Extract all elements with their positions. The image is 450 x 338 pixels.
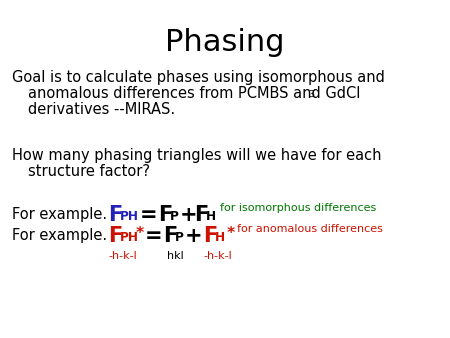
Text: Goal is to calculate phases using isomorphous and: Goal is to calculate phases using isomor… (12, 70, 385, 85)
Text: for isomorphous differences: for isomorphous differences (220, 203, 376, 213)
Text: for anomalous differences: for anomalous differences (237, 224, 383, 234)
Text: P: P (170, 210, 179, 223)
Text: Phasing: Phasing (165, 28, 285, 57)
Text: How many phasing triangles will we have for each: How many phasing triangles will we have … (12, 148, 382, 163)
Text: F: F (203, 226, 217, 246)
Text: -h-k-l: -h-k-l (108, 251, 137, 261)
Text: +: + (185, 226, 202, 246)
Text: PH: PH (120, 210, 139, 223)
Text: H: H (215, 231, 225, 244)
Text: F: F (108, 226, 122, 246)
Text: For example.: For example. (12, 207, 107, 222)
Text: -h-k-l: -h-k-l (203, 251, 232, 261)
Text: *: * (136, 226, 144, 241)
Text: anomalous differences from PCMBS and GdCl: anomalous differences from PCMBS and GdC… (28, 86, 360, 101)
Text: *: * (227, 226, 235, 241)
Text: For example.: For example. (12, 228, 107, 243)
Text: derivatives --MIRAS.: derivatives --MIRAS. (28, 102, 175, 117)
Text: 3: 3 (308, 90, 314, 99)
Text: structure factor?: structure factor? (28, 164, 150, 179)
Text: F: F (163, 226, 177, 246)
Text: =: = (145, 226, 162, 246)
Text: F: F (108, 205, 122, 225)
Text: PH: PH (120, 231, 139, 244)
Text: =: = (140, 205, 157, 225)
Text: H: H (206, 210, 216, 223)
Text: +: + (180, 205, 198, 225)
Text: P: P (175, 231, 184, 244)
Text: F: F (194, 205, 208, 225)
Text: hkl: hkl (167, 251, 184, 261)
Text: F: F (158, 205, 172, 225)
